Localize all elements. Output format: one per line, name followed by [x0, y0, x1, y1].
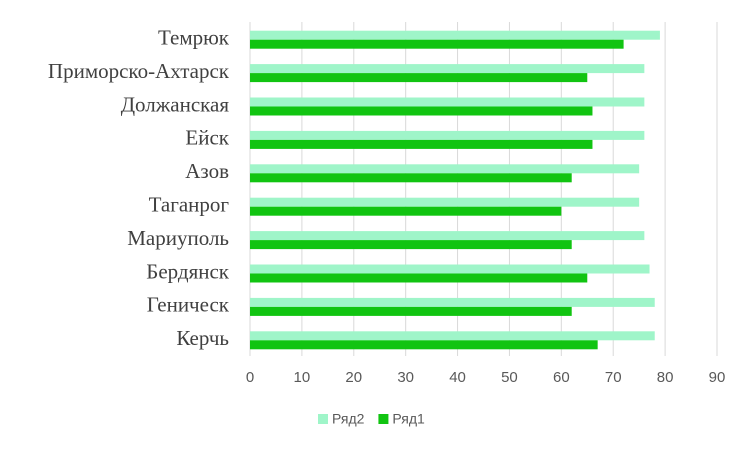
x-tick-label: 90	[709, 369, 726, 386]
bar	[250, 273, 588, 283]
legend-swatch	[378, 414, 389, 424]
legend-label: Ряд1	[392, 411, 425, 427]
bar	[250, 97, 645, 107]
y-tick-label: Должанская	[121, 92, 230, 116]
bar	[250, 264, 650, 274]
bar	[250, 197, 640, 207]
legend-label: Ряд2	[332, 411, 365, 427]
y-tick-label: Керчь	[176, 326, 229, 350]
bar	[250, 240, 572, 250]
bar	[250, 130, 645, 140]
bar	[250, 139, 593, 149]
x-tick-label: 10	[294, 369, 311, 386]
y-tick-label: Азов	[185, 159, 229, 183]
bar	[250, 30, 660, 40]
y-tick-label: Темрюк	[158, 26, 230, 50]
y-tick-label: Геническ	[147, 293, 230, 317]
x-tick-label: 50	[501, 369, 518, 386]
x-tick-label: 70	[605, 369, 622, 386]
bar	[250, 231, 645, 241]
bar	[250, 206, 562, 216]
y-tick-label: Ейск	[185, 126, 229, 150]
x-tick-label: 0	[246, 369, 254, 386]
x-tick-label: 60	[553, 369, 570, 386]
y-tick-label: Приморско-Ахтарск	[48, 59, 230, 83]
x-tick-label: 20	[345, 369, 362, 386]
bar	[250, 297, 655, 307]
y-tick-label: Таганрог	[149, 193, 230, 217]
bar	[250, 173, 572, 183]
legend-swatch	[318, 414, 328, 424]
bar	[250, 106, 593, 116]
x-tick-label: 30	[397, 369, 414, 386]
bar	[250, 64, 645, 74]
y-tick-label: Бердянск	[146, 259, 230, 283]
bar	[250, 306, 572, 316]
x-tick-label: 80	[657, 369, 674, 386]
x-tick-label: 40	[449, 369, 466, 386]
bar	[250, 164, 640, 174]
bar	[250, 340, 598, 350]
bar	[250, 39, 624, 49]
bar	[250, 331, 655, 341]
bar	[250, 73, 588, 83]
y-tick-label: Мариуполь	[127, 226, 229, 250]
